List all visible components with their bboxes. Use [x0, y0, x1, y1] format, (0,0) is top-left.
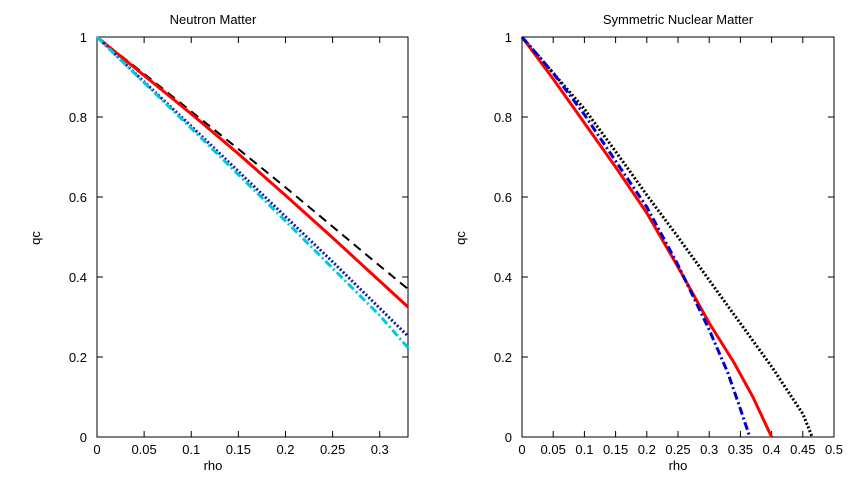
y-tick-label: 0.4 — [494, 270, 512, 285]
y-tick-label: 0 — [80, 430, 87, 445]
x-tick-label: 0.1 — [182, 442, 200, 457]
y-tick-label: 0.2 — [69, 350, 87, 365]
x-tick-label: 0.45 — [790, 442, 815, 457]
y-tick-label: 0.8 — [494, 110, 512, 125]
x-tick-label: 0.1 — [575, 442, 593, 457]
x-tick-label: 0.3 — [700, 442, 718, 457]
x-tick-label: 0.15 — [226, 442, 251, 457]
series-line-dashdot — [95, 35, 410, 349]
x-tick-label: 0.2 — [276, 442, 294, 457]
series-line-dotted — [520, 36, 814, 438]
y-tick-label: 0.8 — [69, 110, 87, 125]
x-tick-label: 0.3 — [371, 442, 389, 457]
x-tick-label: 0 — [93, 442, 100, 457]
y-tick-label: 0.6 — [494, 190, 512, 205]
y-axis-label: qc — [28, 231, 43, 245]
symmetric-nuclear-matter-panel: Symmetric Nuclear Matter rho qc 0 0.05 0.1… — [453, 12, 843, 473]
series-line-solid — [520, 36, 773, 438]
panel-title: Neutron Matter — [170, 12, 257, 27]
x-axis-label: rho — [204, 458, 223, 473]
neutron-matter-panel: Neutron Matter rho qc 0 0.05 0.1 0.15 0.2 0.2… — [28, 12, 410, 473]
series-line-dashed — [96, 36, 409, 290]
series-line-dotted — [95, 35, 410, 338]
y-tick-label: 0.6 — [69, 190, 87, 205]
x-tick-label: 0.35 — [728, 442, 753, 457]
x-axis-label: rho — [669, 458, 688, 473]
x-tick-label: 0.05 — [131, 442, 156, 457]
y-tick-label: 0 — [505, 430, 512, 445]
x-tick-label: 0.05 — [541, 442, 566, 457]
x-tick-label: 0 — [518, 442, 525, 457]
x-tick-label: 0.25 — [665, 442, 690, 457]
y-tick-label: 0.4 — [69, 270, 87, 285]
y-axis-label: qc — [453, 231, 468, 245]
x-tick-label: 0.5 — [825, 442, 843, 457]
y-tick-label: 1 — [80, 30, 87, 45]
x-tick-label: 0.25 — [320, 442, 345, 457]
x-tick-label: 0.4 — [763, 442, 781, 457]
series-line-solid — [96, 35, 410, 309]
series-line-dashdot — [520, 36, 752, 438]
x-tick-label: 0.15 — [603, 442, 628, 457]
y-tick-label: 0.2 — [494, 350, 512, 365]
plot-frame — [96, 36, 409, 438]
panel-title: Symmetric Nuclear Matter — [603, 12, 754, 27]
y-tick-label: 1 — [505, 30, 512, 45]
x-tick-label: 0.2 — [638, 442, 656, 457]
